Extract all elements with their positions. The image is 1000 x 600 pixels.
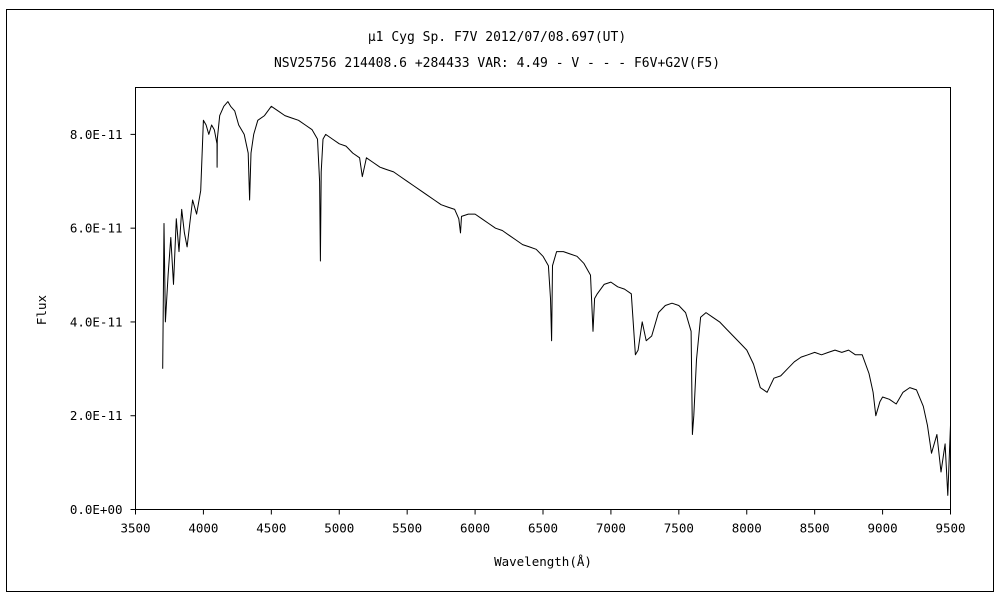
- series-line-spectrum: [162, 101, 951, 496]
- chart-subtitle: NSV25756 214408.6 +284433 VAR: 4.49 - V …: [274, 56, 720, 71]
- x-tick-label: 8500: [800, 521, 830, 536]
- y-tick-label: 0.0E+00: [70, 502, 123, 517]
- x-tick-label: 8000: [732, 521, 762, 536]
- plot-frame: [135, 87, 951, 510]
- x-tick-label: 9000: [868, 521, 898, 536]
- x-tick-label: 3500: [120, 521, 150, 536]
- x-tick-label: 5000: [324, 521, 354, 536]
- x-tick-label: 7000: [596, 521, 626, 536]
- x-tick-label: 4000: [188, 521, 218, 536]
- x-tick-label: 4500: [256, 521, 286, 536]
- y-tick-label: 8.0E-11: [70, 127, 123, 142]
- x-tick-label: 7500: [664, 521, 694, 536]
- x-axis-label: Wavelength(Å): [494, 554, 592, 569]
- x-tick-label: 9500: [935, 521, 965, 536]
- y-tick-label: 2.0E-11: [70, 408, 123, 423]
- chart-title: μ1 Cyg Sp. F7V 2012/07/08.697(UT): [368, 30, 626, 45]
- y-tick-label: 4.0E-11: [70, 314, 123, 329]
- y-tick-label: 6.0E-11: [70, 221, 123, 236]
- x-axis-ticks: 3500 4000 4500 5000 5500 6000 6500 7000 7500 8000…: [120, 509, 966, 536]
- x-tick-label: 6500: [528, 521, 558, 536]
- x-tick-label: 6000: [460, 521, 490, 536]
- y-axis-label: Flux: [34, 294, 49, 325]
- outer-frame: [6, 9, 994, 592]
- x-tick-label: 5500: [392, 521, 422, 536]
- y-axis-ticks: 0.0E+00 2.0E-11 4.0E-11 6.0E-11 8.0E-11: [70, 127, 136, 517]
